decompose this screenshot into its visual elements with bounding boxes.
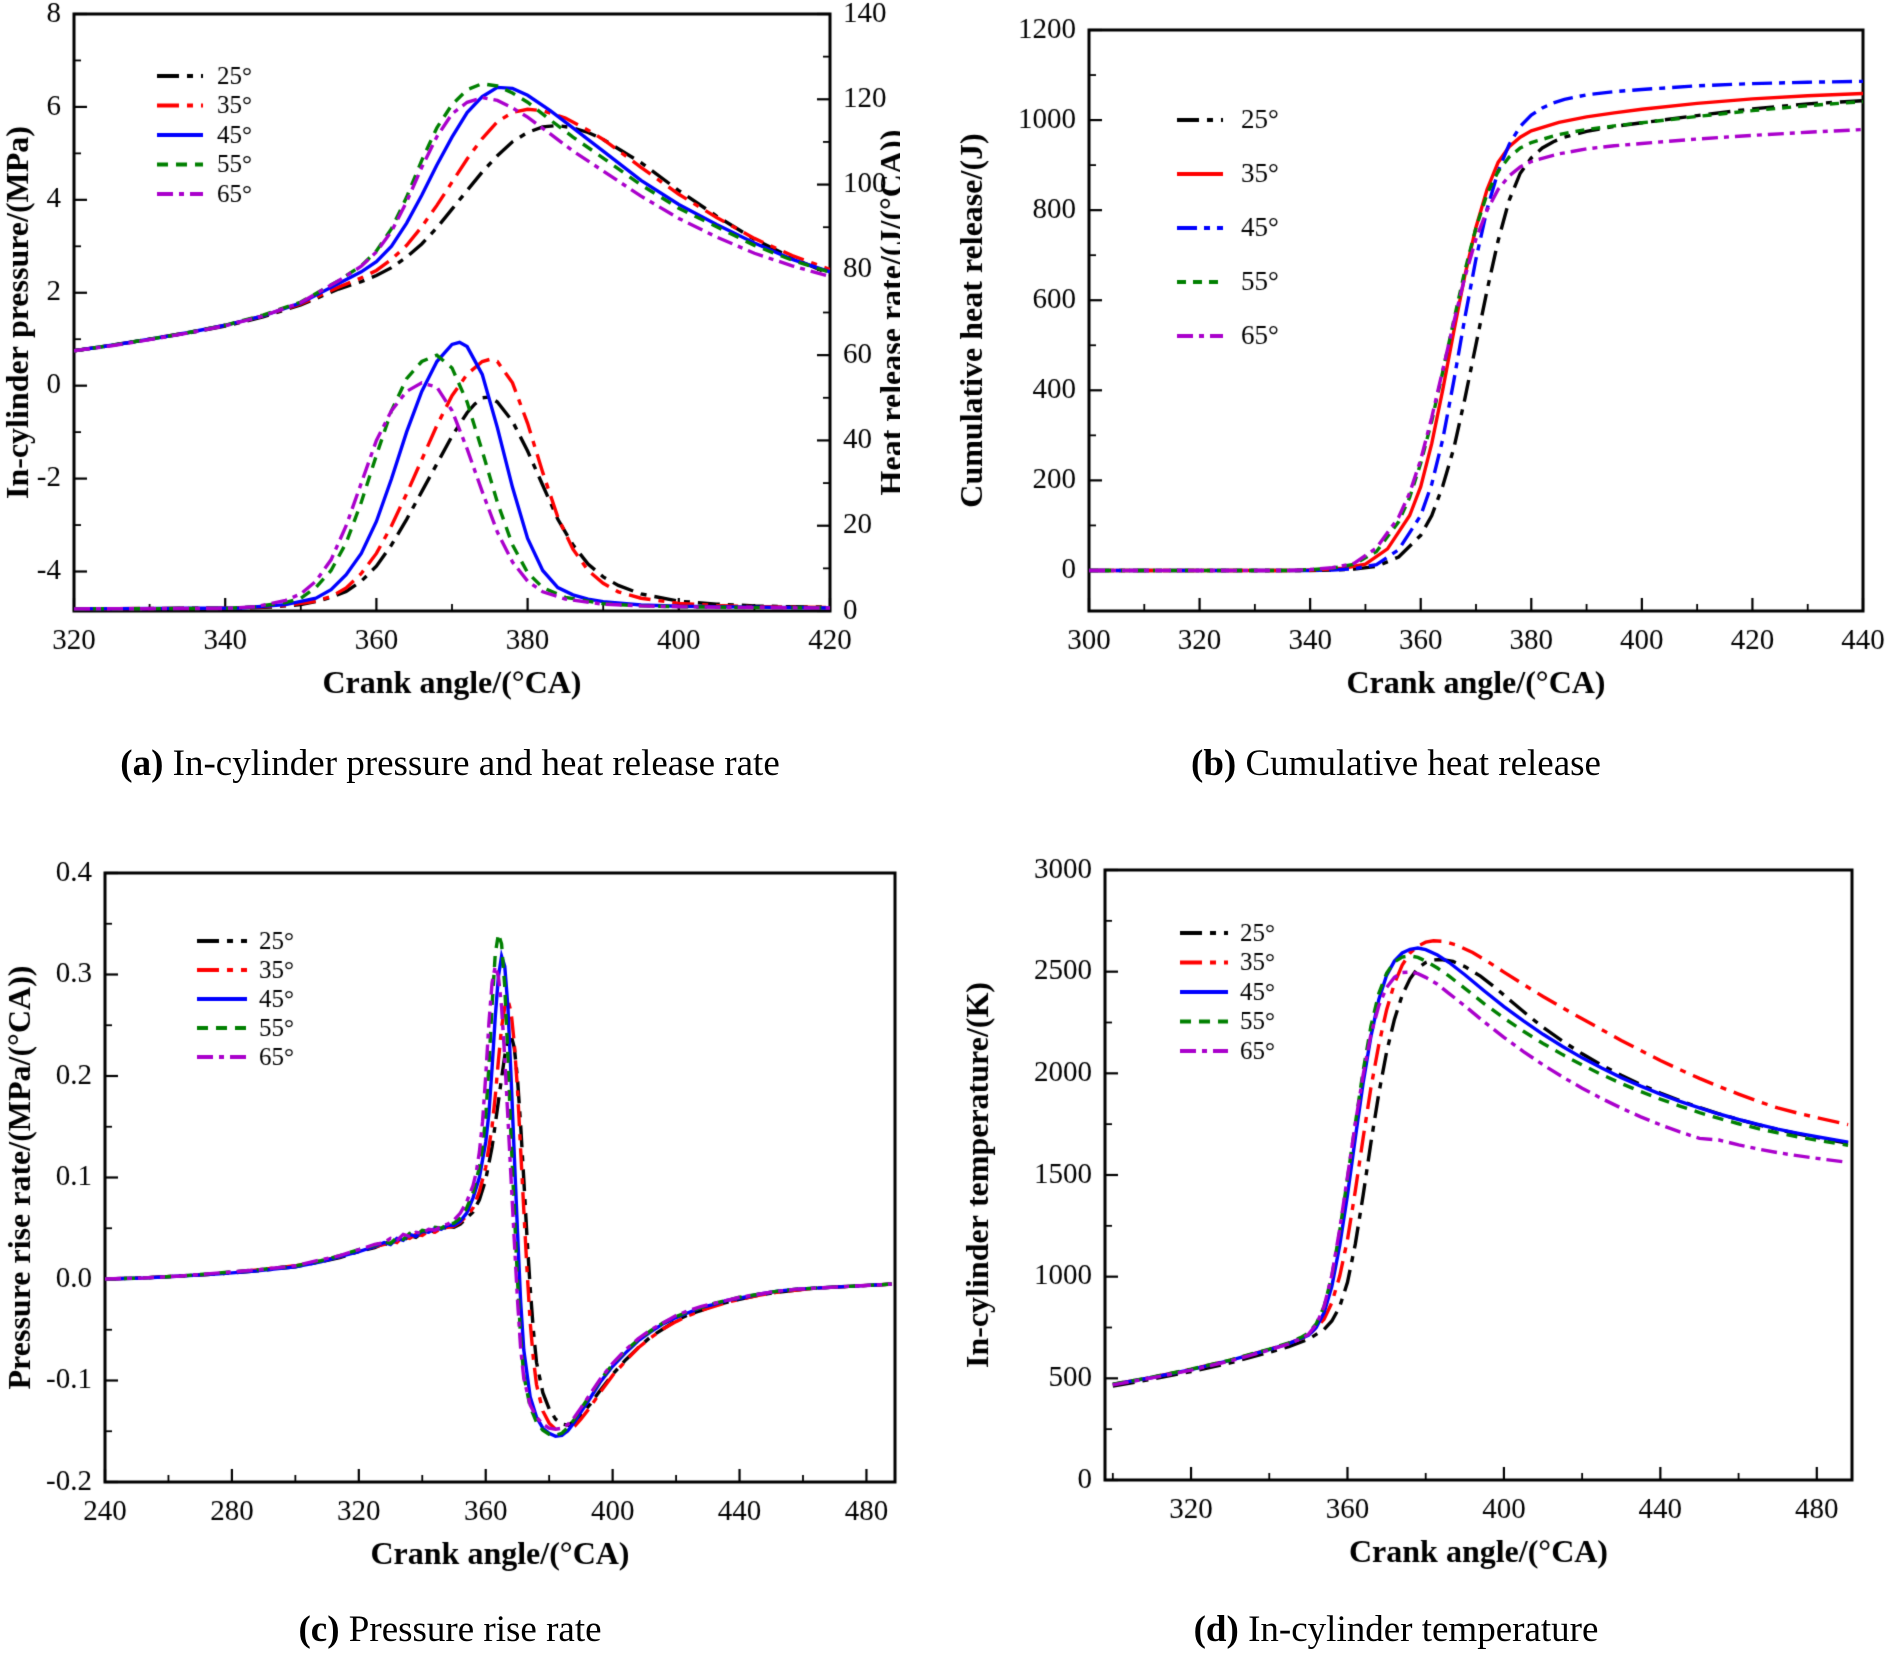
caption-d-text: In-cylinder temperature — [1248, 1609, 1599, 1650]
caption-d: (d) In-cylinder temperature — [900, 1608, 1892, 1651]
caption-b: (b) Cumulative heat release — [900, 742, 1892, 785]
caption-a-text: In-cylinder pressure and heat release ra… — [172, 743, 780, 784]
chart-c-pressure-rise-rate — [0, 845, 900, 1595]
caption-c-text: Pressure rise rate — [348, 1609, 602, 1650]
caption-b-tag: (b) — [1191, 743, 1237, 784]
caption-c: (c) Pressure rise rate — [0, 1608, 900, 1651]
caption-b-text: Cumulative heat release — [1245, 743, 1601, 784]
caption-c-tag: (c) — [298, 1609, 340, 1650]
caption-d-tag: (d) — [1193, 1609, 1239, 1650]
chart-a-pressure-heat-release — [0, 0, 900, 730]
chart-b-cumulative-heat-release — [900, 0, 1892, 730]
caption-a-tag: (a) — [120, 743, 164, 784]
chart-d-in-cylinder-temperature — [900, 845, 1892, 1595]
caption-a: (a) In-cylinder pressure and heat releas… — [0, 742, 900, 785]
